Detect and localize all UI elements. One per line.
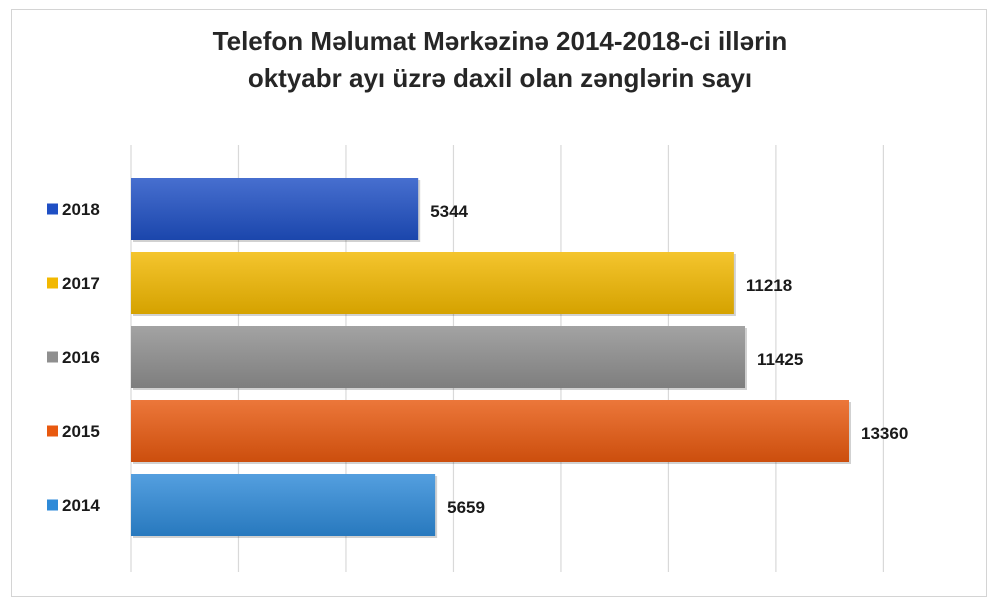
data-labels: 5344 11218 11425 13360 5659: [430, 202, 908, 517]
bar-2014: [131, 474, 436, 536]
bars: [131, 178, 851, 538]
category-label-2017: 2017: [62, 274, 100, 293]
legend-marker-2018: [47, 203, 58, 215]
bar-2017: [131, 252, 734, 314]
category-label-2016: 2016: [62, 348, 100, 367]
chart-title-line-1: Telefon Məlumat Mərkəzinə 2014-2018-ci i…: [212, 26, 788, 56]
legend: 2018 2017 2016 2015 2014: [47, 200, 100, 515]
bar-2015: [131, 400, 849, 462]
category-label-2014: 2014: [62, 496, 100, 515]
bar-2016: [131, 326, 746, 388]
category-label-2015: 2015: [62, 422, 100, 441]
value-label-2017: 11218: [746, 276, 792, 295]
chart-title-line-2: oktyabr ayı üzrə daxil olan zənglərin sa…: [247, 63, 753, 93]
legend-marker-2014: [47, 499, 58, 511]
legend-marker-2015: [47, 425, 58, 437]
bar-2018: [131, 178, 419, 240]
category-label-2018: 2018: [62, 200, 100, 219]
legend-marker-2017: [47, 277, 58, 289]
value-label-2018: 5344: [430, 202, 468, 221]
legend-marker-2016: [47, 351, 58, 363]
value-label-2015: 13360: [861, 424, 908, 443]
value-label-2016: 11425: [757, 350, 803, 369]
value-label-2014: 5659: [447, 498, 485, 517]
